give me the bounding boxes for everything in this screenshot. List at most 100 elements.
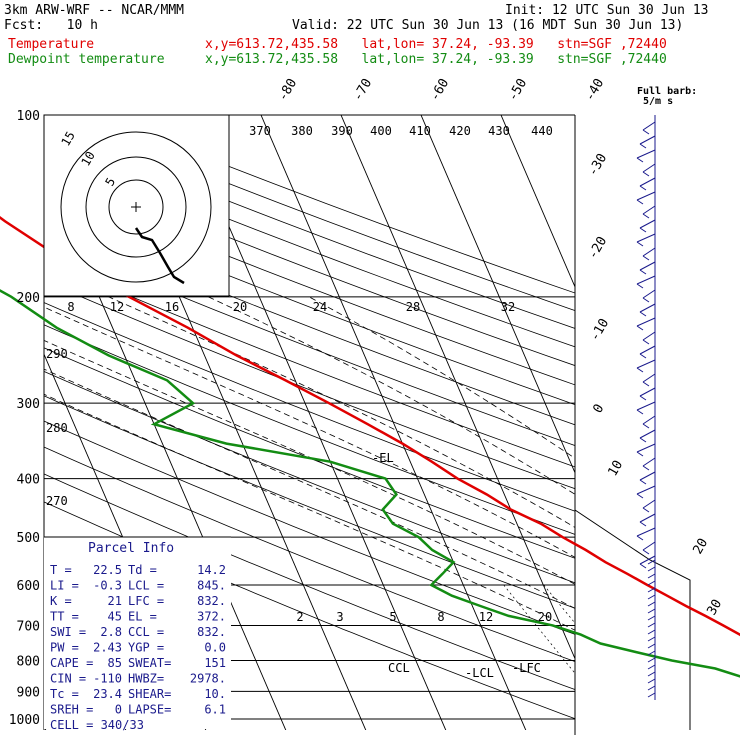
barb-17 xyxy=(636,359,656,369)
barb-23 xyxy=(636,443,656,453)
barb-flag-7 xyxy=(639,227,647,233)
barb-31 xyxy=(639,555,656,565)
barb-12 xyxy=(642,289,656,299)
parcel-row-5-v2: 0.0 xyxy=(204,641,226,655)
barb-47 xyxy=(647,664,656,670)
isotherm--20 xyxy=(260,115,527,730)
isotherm-label--50: -50 xyxy=(505,76,530,104)
barb-flag-0 xyxy=(642,129,650,135)
parcel-title: Parcel Info xyxy=(88,541,174,556)
moist-adiabat-32 xyxy=(308,296,575,459)
barb-3 xyxy=(642,163,656,173)
parcel-row-9-v2: 6.1 xyxy=(204,703,226,717)
parcel-info-box: Parcel Info T = 22.5 Td = 14.2 LI = -0.3 LCL = 8… xyxy=(44,536,231,732)
isotherm-10 xyxy=(500,115,575,289)
parcel-row-5-k2: YGP = xyxy=(128,641,164,655)
isotherm--10 xyxy=(340,115,575,660)
parcel-row-8-v2: 10. xyxy=(204,687,226,701)
barb-26 xyxy=(636,485,656,495)
parcel-row-1-v2: 845. xyxy=(197,579,226,593)
pressure-label-100: 100 xyxy=(17,109,40,124)
isotherm-20 xyxy=(581,115,740,732)
parcel-row-6-k1: CAPE = xyxy=(50,656,93,670)
pressure-label-500: 500 xyxy=(17,531,40,546)
isotherm-0 xyxy=(420,115,575,474)
barb-2 xyxy=(636,149,656,159)
barb-19 xyxy=(639,387,656,397)
parcel-row-0-k1: T = xyxy=(50,563,72,577)
dry-adiabat-410 xyxy=(44,161,575,367)
parcel-row-4-k1: SWI = xyxy=(50,625,86,639)
model-title: 3km ARW-WRF -- NCAR/MMM xyxy=(4,3,185,18)
dry-adiabat-310 xyxy=(44,370,575,584)
pressure-label-400: 400 xyxy=(17,473,40,488)
dry-adiabat-330 xyxy=(44,324,575,535)
parcel-row-9-k1: SREH = xyxy=(50,703,93,717)
barb-37 xyxy=(647,594,656,600)
isotherm-label--40: -40 xyxy=(582,76,607,104)
annotation-el: -EL xyxy=(372,451,394,465)
parcel-box-bg xyxy=(44,537,231,729)
barb-22 xyxy=(639,429,656,439)
parcel-row-4-v2: 832. xyxy=(197,625,226,639)
barb-38 xyxy=(647,601,656,607)
barb-flag-21 xyxy=(642,423,650,429)
dry-adiabat-270 xyxy=(44,473,575,691)
parcel-row-9-v1: 0 xyxy=(115,703,122,717)
barb-flag-13 xyxy=(639,311,647,317)
speed-label-20: 20 xyxy=(233,300,247,314)
barb-4 xyxy=(639,177,656,187)
theta-label-390: 390 xyxy=(331,124,353,138)
pressure-label-200: 200 xyxy=(17,291,40,306)
parcel-row-8-k2: SHEAR= xyxy=(128,687,171,701)
theta-label-370: 370 xyxy=(249,124,271,138)
barb-title: Full barb: xyxy=(637,86,697,97)
barb-43 xyxy=(647,636,656,642)
hodograph-ring-1 xyxy=(108,179,164,235)
dry-adiabat-360 xyxy=(44,259,575,468)
barb-flag-22 xyxy=(639,437,647,443)
barb-14 xyxy=(636,317,656,327)
barb-18 xyxy=(642,373,656,383)
legend-temperature-info: x,y=613.72,435.58 lat,lon= 37.24, -93.39… xyxy=(205,37,667,52)
parcel-row-1-k2: LCL = xyxy=(128,579,164,593)
parcel-row-6-v2: 151 xyxy=(204,656,226,670)
parcel-row-3-v2: 372. xyxy=(197,610,226,624)
dry-adiabat-300 xyxy=(44,395,575,609)
barb-39 xyxy=(647,608,656,614)
theta-side-label-280: 280 xyxy=(46,421,68,435)
barb-units: 5/m s xyxy=(643,96,673,107)
barb-flag-17 xyxy=(636,367,644,373)
barb-36 xyxy=(647,587,656,593)
barb-9 xyxy=(642,247,656,257)
theta-label-380: 380 xyxy=(291,124,313,138)
barb-28 xyxy=(639,513,656,523)
mixing-ratio-label-12: 12 xyxy=(479,610,493,624)
parcel-row-9-k2: LAPSE= xyxy=(128,703,171,717)
speed-label-24: 24 xyxy=(313,300,327,314)
dry-adiabat-400 xyxy=(44,180,575,386)
barb-flag-29 xyxy=(636,535,644,541)
mixing-ratio-label-8: 8 xyxy=(437,610,444,624)
hodograph-trace xyxy=(134,227,185,285)
barb-flag-2 xyxy=(636,157,644,163)
barb-flag-8 xyxy=(636,241,644,247)
barb-flag-4 xyxy=(639,185,647,191)
theta-label-440: 440 xyxy=(531,124,553,138)
legend-temperature: Temperature xyxy=(8,37,95,52)
barb-flag-12 xyxy=(642,297,650,303)
barb-flag-20 xyxy=(636,409,644,415)
isotherm-label-30: 30 xyxy=(704,597,725,618)
isotherm-label--20: -20 xyxy=(585,234,610,262)
dry-adiabat-290 xyxy=(44,420,575,635)
barb-flag-16 xyxy=(639,353,647,359)
dry-adiabat-320 xyxy=(44,347,575,559)
parcel-row-4-v1: 2.8 xyxy=(100,625,122,639)
parcel-row-7-v2: 2978. xyxy=(190,672,226,686)
parcel-row-7-k2: HWBZ= xyxy=(128,672,164,686)
pressure-label-700: 700 xyxy=(17,619,40,634)
barb-34 xyxy=(647,573,656,579)
pressure-label-300: 300 xyxy=(17,397,40,412)
barb-flag-26 xyxy=(636,493,644,499)
parcel-row-6-v1: 85 xyxy=(108,656,122,670)
